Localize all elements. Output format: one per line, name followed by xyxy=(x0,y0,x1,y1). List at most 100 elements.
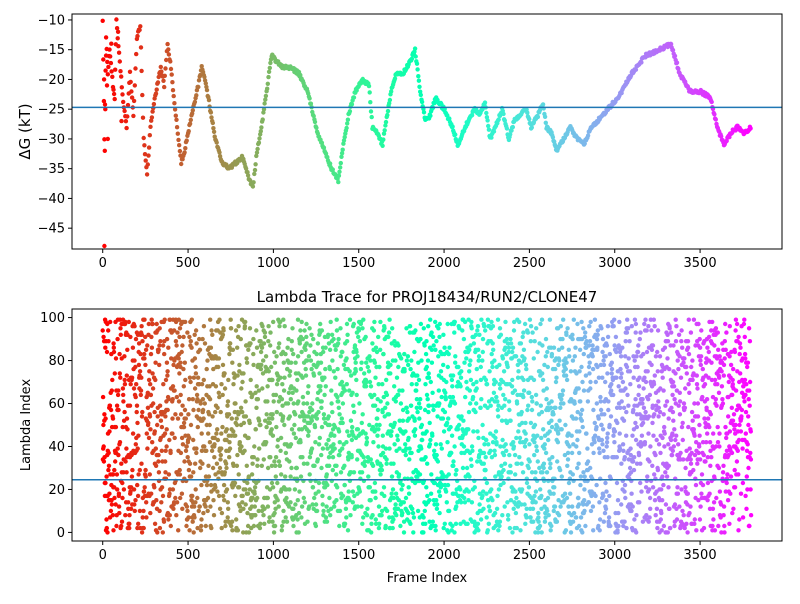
lambda-point xyxy=(209,525,214,531)
lambda-point xyxy=(340,401,346,406)
lambda-point xyxy=(259,463,264,468)
lambda-point xyxy=(636,343,641,348)
lambda-point xyxy=(378,319,383,325)
lambda-point xyxy=(606,515,612,520)
lambda-point xyxy=(547,317,553,322)
lambda-point xyxy=(650,485,656,490)
lambda-point xyxy=(385,401,390,406)
lambda-point xyxy=(263,418,268,423)
lambda-point xyxy=(548,528,553,533)
lambda-point xyxy=(717,354,722,359)
lambda-point xyxy=(106,328,111,333)
lambda-point xyxy=(744,506,749,511)
lambda-point xyxy=(489,351,494,357)
lambda-point xyxy=(534,448,540,453)
lambda-point xyxy=(474,401,479,406)
lambda-point xyxy=(310,485,316,490)
lambda-point xyxy=(619,399,624,404)
lambda-point xyxy=(182,407,188,413)
lambda-point xyxy=(101,422,106,428)
lambda-point xyxy=(368,498,373,503)
lambda-point xyxy=(203,523,208,529)
lambda-point xyxy=(346,457,351,462)
lambda-point xyxy=(255,397,261,402)
lambda-point xyxy=(658,450,663,456)
lambda-point xyxy=(446,530,451,535)
lambda-point xyxy=(743,356,748,361)
lambda-point xyxy=(511,440,516,445)
lambda-point xyxy=(672,427,677,432)
lambda-point xyxy=(412,418,417,423)
delta-g-point xyxy=(585,133,591,138)
lambda-point xyxy=(478,405,483,410)
lambda-point xyxy=(506,517,511,522)
lambda-point xyxy=(609,371,614,376)
lambda-point xyxy=(462,360,467,365)
lambda-point xyxy=(485,528,490,533)
lambda-point xyxy=(279,523,285,529)
delta-g-point xyxy=(182,150,187,155)
lambda-point xyxy=(141,525,146,531)
lambda-point xyxy=(212,442,217,447)
lambda-point xyxy=(238,405,244,410)
delta-g-point xyxy=(102,102,108,107)
lambda-point xyxy=(207,384,212,389)
lambda-point xyxy=(441,525,446,531)
lambda-point xyxy=(350,500,355,505)
lambda-point xyxy=(342,388,348,393)
lambda-point xyxy=(188,474,194,479)
lambda-point xyxy=(101,444,106,449)
lambda-point xyxy=(390,326,395,331)
lambda-point xyxy=(111,341,116,346)
lambda-point xyxy=(521,394,526,400)
lambda-point xyxy=(696,498,701,503)
lambda-point xyxy=(691,427,696,432)
lambda-point xyxy=(490,498,495,503)
lambda-point xyxy=(365,364,370,370)
lambda-point xyxy=(253,390,258,395)
lambda-point xyxy=(289,427,295,432)
lambda-point xyxy=(192,332,197,337)
lambda-point xyxy=(299,319,304,325)
lambda-point xyxy=(366,369,372,374)
lambda-point xyxy=(624,525,629,531)
lambda-point xyxy=(227,440,232,445)
lambda-point xyxy=(316,489,321,494)
lambda-point xyxy=(675,491,681,496)
lambda-point xyxy=(551,508,556,514)
lambda-point xyxy=(508,470,513,475)
lambda-point xyxy=(403,442,408,447)
lambda-point xyxy=(721,513,726,518)
lambda-point xyxy=(246,347,251,352)
lambda-point xyxy=(403,429,408,434)
lambda-point xyxy=(497,326,503,331)
lambda-point xyxy=(512,388,518,393)
x-tick-label: 1500 xyxy=(342,548,375,563)
lambda-point xyxy=(258,349,264,355)
lambda-point xyxy=(370,463,376,468)
lambda-point xyxy=(173,412,178,417)
lambda-point xyxy=(495,493,500,499)
lambda-point xyxy=(218,452,223,458)
lambda-point xyxy=(463,394,468,400)
delta-g-point xyxy=(639,60,644,65)
lambda-point xyxy=(325,446,330,451)
lambda-point xyxy=(598,399,603,404)
lambda-point xyxy=(546,513,551,518)
lambda-point xyxy=(392,384,397,389)
delta-g-point xyxy=(162,73,167,79)
lambda-point xyxy=(483,455,488,460)
lambda-point xyxy=(641,351,646,357)
lambda-point xyxy=(509,384,515,389)
lambda-point xyxy=(109,502,115,507)
lambda-point xyxy=(316,442,322,447)
lambda-point xyxy=(406,510,411,516)
lambda-point xyxy=(128,489,133,494)
lambda-point xyxy=(623,386,628,391)
lambda-point xyxy=(662,444,667,449)
lambda-point xyxy=(669,330,674,335)
lambda-point xyxy=(216,364,221,370)
lambda-point xyxy=(616,510,621,516)
lambda-point xyxy=(659,487,664,492)
lambda-point xyxy=(210,465,216,471)
